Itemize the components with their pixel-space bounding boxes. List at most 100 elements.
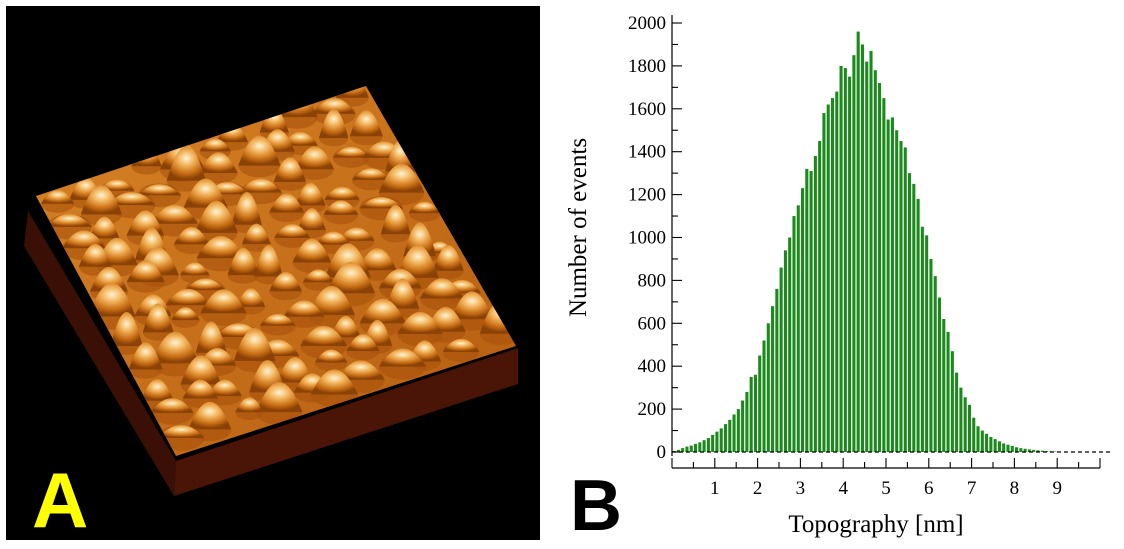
y-tick-label: 1800: [628, 56, 666, 77]
afm-topography-image: A: [6, 6, 540, 540]
histogram-bar: [912, 184, 915, 452]
x-axis-label: Topography [nm]: [788, 511, 963, 538]
histogram-bar: [1015, 447, 1018, 452]
histogram-bar: [921, 227, 924, 452]
histogram-bar: [947, 332, 950, 452]
y-tick-label: 1400: [628, 142, 666, 163]
histogram-bar: [805, 169, 808, 452]
histogram-bar: [754, 375, 757, 452]
histogram-bar: [848, 77, 851, 452]
histogram-bar: [844, 68, 847, 452]
histogram-bar: [874, 70, 877, 452]
histogram-bar: [989, 437, 992, 452]
histogram-bar: [994, 439, 997, 452]
histogram-bar: [981, 431, 984, 452]
histogram-bar: [899, 141, 902, 452]
x-tick-label: 1: [710, 478, 720, 499]
x-tick-label: 2: [753, 478, 763, 499]
histogram-bar: [822, 113, 825, 452]
histogram-bar: [694, 444, 697, 452]
histogram-bar: [775, 289, 778, 452]
panel-letter-b: B: [570, 470, 622, 542]
x-tick-label: 3: [796, 478, 806, 499]
histogram-bar: [810, 171, 813, 452]
histogram-bar: [998, 441, 1001, 452]
histogram-bar: [852, 55, 855, 452]
histogram-bar: [835, 92, 838, 452]
histogram-bar: [1006, 445, 1009, 452]
y-tick-label: 1200: [628, 185, 666, 206]
histogram-bar: [972, 418, 975, 452]
histogram-bar: [925, 235, 928, 452]
histogram-bar: [797, 205, 800, 452]
histogram-bar: [715, 432, 718, 452]
y-tick-label: 200: [638, 399, 667, 420]
histogram-bar: [827, 105, 830, 452]
histogram-bar: [741, 401, 744, 452]
histogram-bar: [985, 434, 988, 452]
y-tick-label: 0: [657, 442, 667, 463]
histogram-bar: [1002, 443, 1005, 452]
histogram-bar: [908, 173, 911, 452]
histogram-bar: [703, 440, 706, 452]
y-tick-label: 1600: [628, 99, 666, 120]
histogram-bar: [955, 373, 958, 452]
histogram-bar: [964, 397, 967, 452]
histogram-bar: [895, 130, 898, 452]
histogram-bar: [869, 51, 872, 452]
histogram-bar: [831, 98, 834, 452]
histogram-bar: [968, 405, 971, 452]
histogram-bar: [711, 435, 714, 452]
y-tick-label: 600: [638, 313, 667, 334]
histogram-bar: [771, 306, 774, 452]
histogram-bar: [690, 446, 693, 452]
histogram-bar: [904, 147, 907, 452]
histogram-bar: [724, 424, 727, 452]
y-axis-label: Number of events: [565, 138, 592, 317]
histogram-bar: [887, 120, 890, 452]
histogram-bar: [929, 259, 932, 452]
x-tick-label: 7: [967, 478, 977, 499]
x-tick-label: 4: [838, 478, 848, 499]
histogram-bar: [814, 156, 817, 452]
x-tick-label: 6: [924, 478, 934, 499]
histogram-panel: 0 200 400 600 800 1000 1200 1400 1600 1800 2000 1 2 3…: [560, 0, 1120, 545]
histogram-bar: [745, 392, 748, 452]
histogram-bar: [784, 250, 787, 452]
histogram-chart: 0 200 400 600 800 1000 1200 1400 1600 1800 2000 1 2 3…: [560, 0, 1120, 545]
x-tick-label: 9: [1052, 478, 1062, 499]
histogram-bar: [737, 409, 740, 452]
histogram-bar: [818, 141, 821, 452]
histogram-bar: [857, 32, 860, 452]
histogram-bar: [750, 377, 753, 452]
panel-letter-a: A: [32, 461, 88, 539]
histogram-bar: [801, 188, 804, 452]
histogram-bar: [720, 428, 723, 452]
histogram-bar: [758, 355, 761, 452]
histogram-bar: [891, 117, 894, 452]
histogram-bar: [767, 323, 770, 452]
y-tick-label: 2000: [628, 13, 666, 34]
histogram-bar: [942, 319, 945, 452]
histogram-bar: [934, 276, 937, 452]
x-tick-label: 8: [1010, 478, 1020, 499]
histogram-bar: [938, 298, 941, 452]
histogram-bar: [788, 238, 791, 453]
x-tick-label: 5: [881, 478, 891, 499]
histogram-bar: [780, 268, 783, 452]
histogram-bar: [959, 388, 962, 452]
y-tick-label: 1000: [628, 228, 666, 249]
histogram-bar: [1011, 446, 1014, 452]
histogram-bar: [951, 351, 954, 452]
histogram-bar: [1019, 448, 1022, 452]
y-tick-label: 800: [638, 270, 667, 291]
histogram-bar: [882, 98, 885, 452]
y-tick-label: 400: [638, 356, 667, 377]
histogram-bar: [707, 438, 710, 452]
histogram-bar: [728, 420, 731, 452]
histogram-bar: [792, 216, 795, 452]
histogram-bar: [976, 426, 979, 452]
histogram-bar: [878, 83, 881, 452]
histogram-bar: [865, 62, 868, 452]
histogram-bar: [917, 199, 920, 452]
